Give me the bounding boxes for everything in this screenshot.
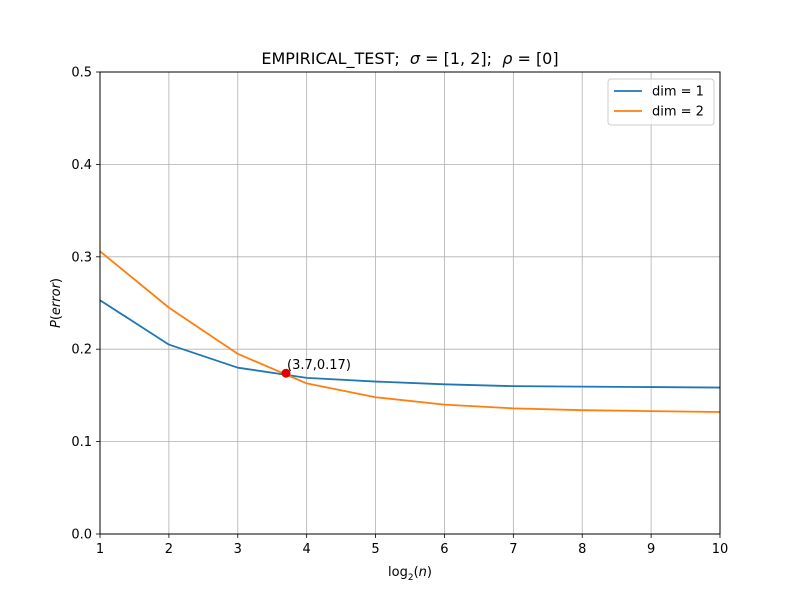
y-tick-label: 0.1 xyxy=(71,435,92,450)
series-line-dim-1 xyxy=(99,299,721,389)
x-axis-label: log2(n) xyxy=(388,565,432,583)
ticks: 1 2 3 4 5 6 7 8 9 10 0.0 0.1 0.2 0.3 0.4 0.5 xyxy=(71,66,728,558)
intersection-label: (3.7,0.17) xyxy=(287,358,351,373)
y-tick-label: 0.3 xyxy=(71,250,92,265)
x-tick-label: 9 xyxy=(647,542,655,557)
annotation: (3.7,0.17) xyxy=(281,358,351,378)
y-tick-label: 0.4 xyxy=(71,158,92,173)
x-tick-label: 7 xyxy=(509,542,517,557)
x-tick-label: 1 xyxy=(96,542,104,557)
y-tick-label: 0.5 xyxy=(71,66,92,81)
x-tick-label: 4 xyxy=(303,542,311,557)
intersection-point xyxy=(281,368,291,378)
legend-label-dim-1: dim = 1 xyxy=(652,85,704,100)
x-tick-label: 5 xyxy=(371,542,379,557)
legend: dim = 1 dim = 2 xyxy=(607,78,715,126)
y-tick-label: 0.0 xyxy=(71,528,92,543)
series-line-dim-2 xyxy=(99,250,721,413)
x-tick-label: 8 xyxy=(578,542,586,557)
x-tick-label: 3 xyxy=(234,542,242,557)
x-tick-label: 10 xyxy=(712,542,729,557)
series-group xyxy=(99,250,721,413)
y-axis-label: P(error) xyxy=(49,278,64,328)
legend-label-dim-2: dim = 2 xyxy=(652,105,704,120)
x-tick-label: 6 xyxy=(440,542,448,557)
x-tick-label: 2 xyxy=(165,542,173,557)
y-tick-label: 0.2 xyxy=(71,343,92,358)
chart-title: EMPIRICAL_TEST; σ = [1, 2]; ρ = [0] xyxy=(261,49,558,69)
plot-frame xyxy=(99,71,721,535)
